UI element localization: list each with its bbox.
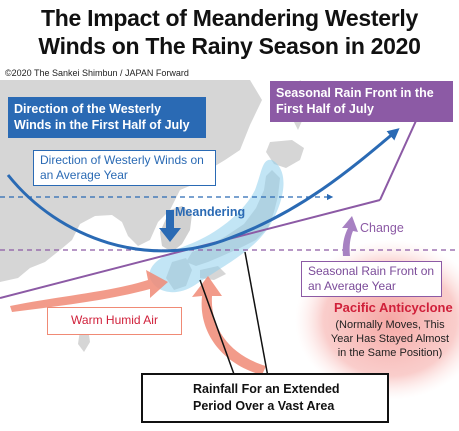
- pacific-anticyclone-title: Pacific Anticyclone: [334, 300, 453, 315]
- front-average-label: Seasonal Rain Front on an Average Year: [301, 261, 442, 297]
- warm-air-label: Warm Humid Air: [47, 307, 182, 335]
- hokkaido: [266, 140, 304, 168]
- rainfall-label: Rainfall For an Extended Period Over a V…: [141, 373, 389, 423]
- westerly-july-label: Direction of the Westerly Winds in the F…: [8, 97, 206, 138]
- westerly-average-label: Direction of Westerly Winds on an Averag…: [33, 150, 216, 186]
- credit-text: ©2020 The Sankei Shimbun / JAPAN Forward: [5, 68, 189, 78]
- rainfall-pointer-2: [244, 251, 269, 378]
- warm-air-arrow: [10, 270, 168, 312]
- july-front-line-extension: [379, 111, 421, 201]
- change-arrow-icon: [342, 216, 358, 256]
- july-westerly-curve: [6, 128, 400, 253]
- front-july-label: Seasonal Rain Front in the First Half of…: [270, 81, 453, 122]
- pacific-anticyclone-note: (Normally Moves, This Year Has Stayed Al…: [330, 319, 450, 359]
- meandering-label: Meandering: [175, 205, 246, 219]
- meandering-arrow-icon: [159, 210, 181, 242]
- rain-band-glow: [149, 159, 284, 293]
- title-line-2: Winds on The Rainy Season in 2020: [38, 33, 421, 59]
- change-label: Change: [360, 221, 404, 235]
- title-line-1: The Impact of Meandering Westerly: [41, 5, 418, 31]
- rainfall-pointer-1: [199, 279, 236, 378]
- anticyclone-arrow: [192, 276, 266, 375]
